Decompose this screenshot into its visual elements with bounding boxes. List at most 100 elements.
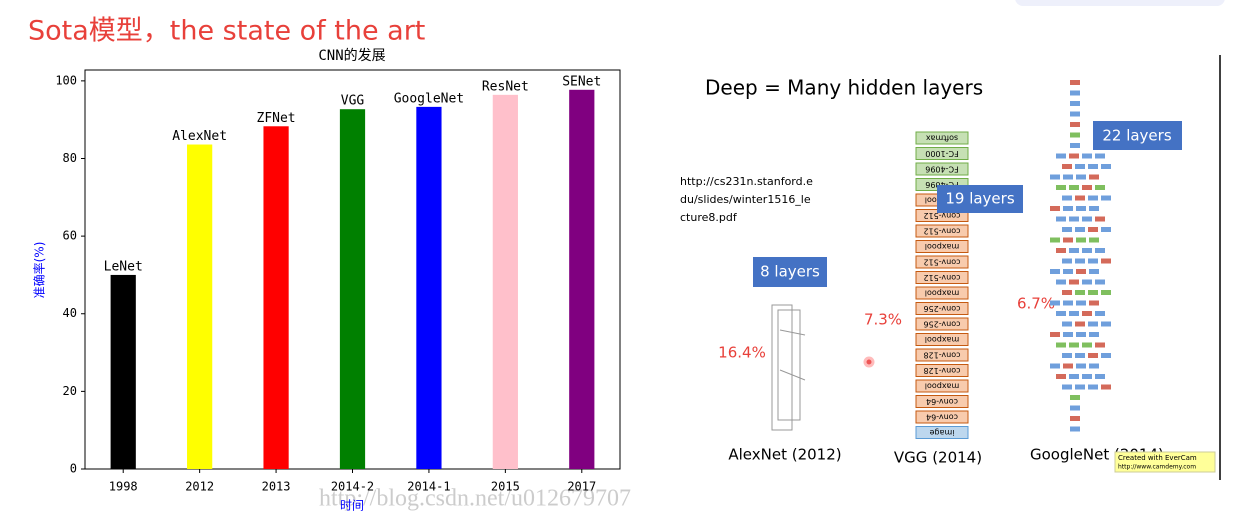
googlenet-block	[1050, 332, 1060, 337]
googlenet-block	[1063, 237, 1073, 243]
vgg-layer	[915, 224, 969, 238]
y-tick-label: 20	[63, 384, 77, 398]
watermark: http://blog.csdn.net/u012679707	[319, 486, 631, 512]
googlenet-block	[1069, 279, 1079, 285]
googlenet-block	[1062, 384, 1072, 390]
googlenet-block	[1062, 321, 1072, 327]
vgg-layer	[915, 410, 969, 424]
source-line: cture8.pdf	[680, 211, 738, 224]
googlenet-block	[1101, 321, 1111, 327]
googlenet-block	[1050, 300, 1060, 306]
googlenet-block	[1062, 353, 1072, 358]
top-tab	[1015, 0, 1225, 6]
bar-label: LeNet	[104, 259, 143, 274]
googlenet-block	[1056, 374, 1066, 379]
googlenet-block	[1056, 311, 1066, 316]
googlenet-block	[1056, 279, 1066, 285]
googlenet-block	[1082, 248, 1092, 253]
googlenet-block	[1089, 206, 1099, 211]
googlenet-block	[1063, 332, 1073, 337]
vgg-layer	[915, 317, 969, 331]
googlenet-block	[1076, 206, 1086, 211]
vgg-layer-label: conv-64	[926, 413, 958, 422]
badge	[937, 185, 1023, 213]
badge	[1093, 121, 1182, 150]
googlenet-block	[1070, 395, 1080, 400]
googlenet-block	[1069, 216, 1079, 222]
y-tick-label: 0	[70, 462, 77, 476]
googlenet-block	[1050, 237, 1060, 243]
googlenet-block	[1095, 311, 1105, 316]
googlenet-block	[1062, 258, 1072, 264]
googlenet-block	[1050, 363, 1060, 369]
bar-label: VGG	[341, 94, 365, 109]
vgg-layer-label: maxpool	[925, 335, 960, 344]
bar	[263, 126, 289, 470]
googlenet-block	[1075, 353, 1085, 358]
bar-label: ResNet	[482, 79, 529, 94]
bar-label: ZFNet	[257, 111, 296, 126]
evercam-url: http://www.camdemy.com	[1118, 464, 1196, 471]
googlenet-block	[1076, 300, 1086, 306]
googlenet-block	[1050, 269, 1060, 274]
googlenet-block	[1088, 227, 1098, 232]
vgg-layer-label: conv-512	[923, 273, 960, 282]
evercam-box	[1114, 451, 1216, 473]
googlenet-block	[1069, 342, 1079, 348]
googlenet-block	[1082, 311, 1092, 316]
x-tick-label: 2012	[185, 480, 214, 494]
googlenet-block	[1075, 258, 1085, 264]
vgg-layer-label: conv-512	[923, 211, 960, 220]
googlenet-block	[1075, 321, 1085, 327]
error-rate: 7.3%	[864, 311, 902, 329]
googlenet-block	[1076, 269, 1086, 274]
vgg-layer-label: conv-128	[923, 366, 960, 375]
x-tick-label: 2017	[567, 480, 596, 494]
caption: AlexNet (2012)	[728, 446, 841, 464]
googlenet-block	[1070, 111, 1080, 117]
source-line: http://cs231n.stanford.e	[680, 175, 813, 188]
badge-text: 22 layers	[1102, 127, 1171, 145]
vgg-layer	[915, 364, 969, 377]
badge-text: 19 layers	[945, 190, 1014, 208]
vgg-layer-label: conv-512	[923, 258, 960, 267]
googlenet-block	[1056, 342, 1066, 348]
googlenet-block	[1062, 164, 1072, 169]
googlenet-block	[1089, 174, 1099, 180]
page-title: Sota模型，the state of the art	[28, 16, 425, 47]
googlenet-block	[1076, 237, 1086, 243]
googlenet-block	[1070, 122, 1080, 127]
googlenet-block	[1095, 374, 1105, 379]
vgg-layer	[915, 286, 969, 300]
y-tick-label: 40	[63, 306, 77, 320]
vgg-layer	[915, 255, 969, 269]
vgg-layer	[915, 348, 969, 362]
vgg-layer-label: conv-256	[923, 320, 960, 329]
x-axis-label: 时间	[340, 499, 364, 513]
vgg-layer	[915, 426, 969, 439]
googlenet-block	[1095, 153, 1105, 159]
vgg-layer-label: conv-256	[923, 304, 960, 313]
googlenet-block	[1076, 332, 1086, 337]
vgg-layer-label: softmax	[926, 134, 959, 143]
googlenet-block	[1095, 248, 1105, 253]
googlenet-block	[1062, 195, 1072, 201]
googlenet-block	[1050, 174, 1060, 180]
googlenet-block	[1082, 185, 1092, 190]
googlenet-block	[1056, 185, 1066, 190]
googlenet-block	[1063, 206, 1073, 211]
vgg-layer	[915, 162, 969, 176]
x-tick-label: 2015	[491, 480, 520, 494]
vgg-layer	[915, 395, 969, 408]
googlenet-block	[1062, 227, 1072, 232]
googlenet-block	[1063, 269, 1073, 274]
googlenet-block	[1063, 300, 1073, 306]
vgg-layer	[915, 379, 969, 393]
cursor-dot	[863, 356, 875, 368]
googlenet-block	[1075, 227, 1085, 232]
vgg-layer	[915, 147, 969, 160]
bar	[110, 274, 136, 469]
badge-text: 8 layers	[760, 263, 820, 281]
googlenet-block	[1089, 332, 1099, 337]
googlenet-diagram	[1050, 80, 1111, 432]
